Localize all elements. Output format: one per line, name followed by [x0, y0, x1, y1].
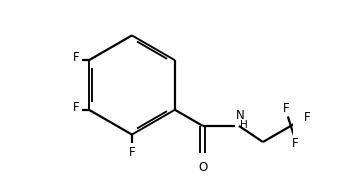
Text: F: F [292, 137, 299, 150]
Text: F: F [304, 111, 310, 124]
Text: O: O [198, 161, 207, 174]
Text: N: N [236, 109, 245, 122]
Text: F: F [73, 51, 79, 64]
Text: H: H [240, 120, 248, 130]
Text: F: F [129, 146, 135, 159]
Text: F: F [73, 101, 79, 114]
Text: F: F [283, 102, 290, 115]
